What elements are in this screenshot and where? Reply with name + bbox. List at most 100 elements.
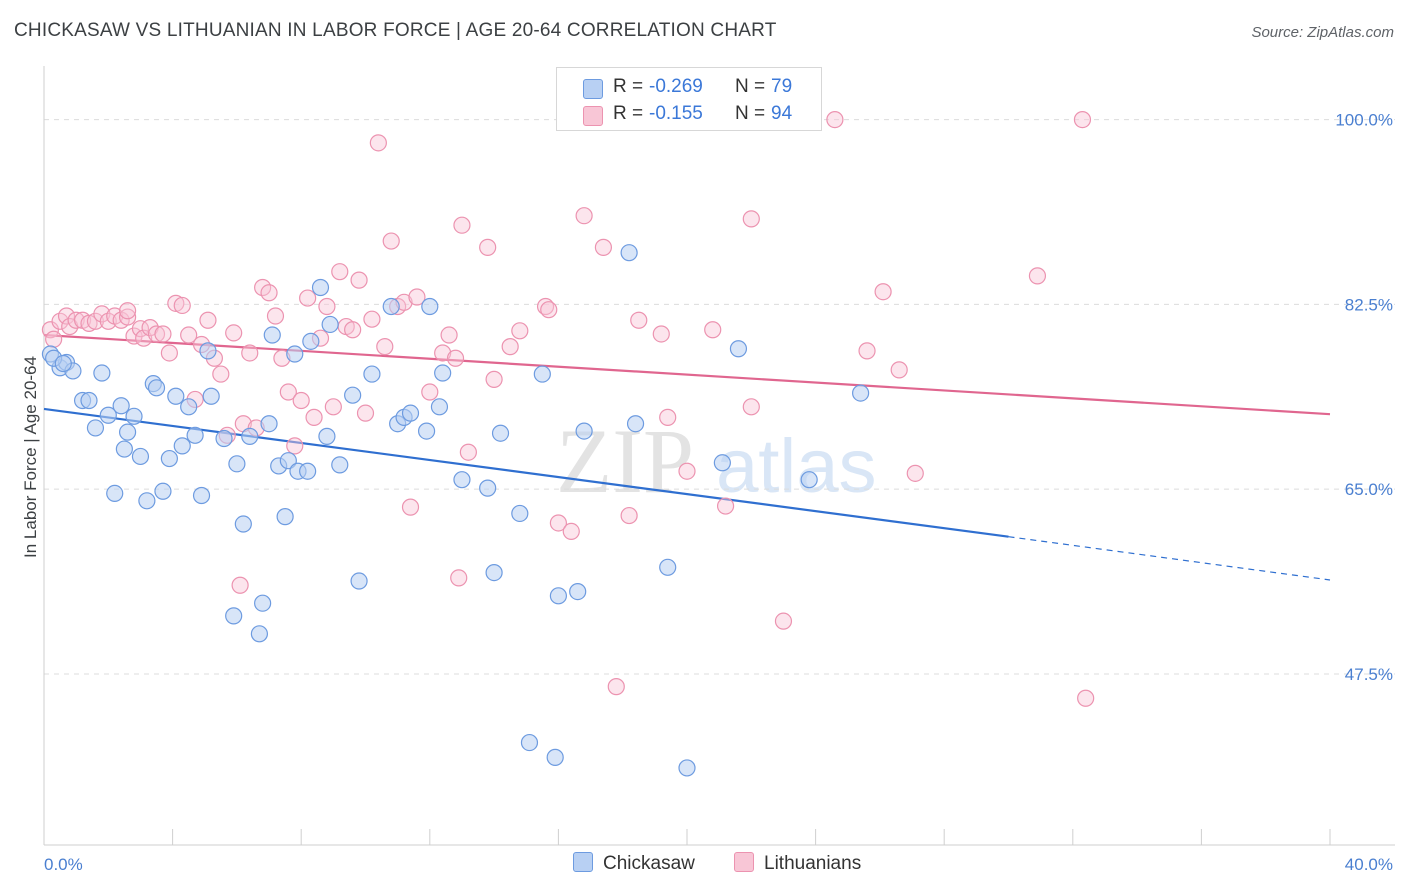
chickasaw-point [215,429,233,448]
lithuanian-point [231,576,249,594]
lithuanian-point [742,210,760,228]
bottom-legend-chickasaw: Chickasaw [573,852,695,875]
lithuanian-point [536,297,555,316]
lithuanian-point [408,288,426,306]
lithuanian-point [453,216,471,234]
lithuanian-point [299,289,317,307]
lithuanian-point [324,398,342,416]
chickasaw-point [160,449,178,468]
lithuanian-point [434,344,452,362]
chickasaw-point [479,479,497,497]
chickasaw-point [800,471,818,489]
lithuanian-point [774,612,793,630]
lithuanian-point [118,302,137,320]
lithuanian-point [135,329,153,347]
lithuanian-point [630,311,648,329]
watermark-zip: ZIP [556,410,694,512]
lithuanian-point [421,383,439,401]
chickasaw-point [331,456,349,474]
lithuanian-point [305,408,323,426]
legend-n-label: N = [735,76,766,97]
y-tick-label: 47.5% [1345,665,1393,684]
chickasaw-point [434,364,452,382]
chickasaw-point [626,415,645,433]
legend-n-value: 94 [771,103,793,124]
chickasaw-swatch [573,852,593,872]
lithuanian-point [318,297,336,316]
chickasaw-point [263,326,281,344]
chickasaw-point [115,440,133,458]
chickasaw-point [250,625,269,643]
chickasaw-point [713,454,731,472]
lithuanian-point [212,365,230,383]
chickasaw-point [852,384,870,402]
chickasaw-point [279,452,297,470]
chickasaw-point [421,297,439,316]
chickasaw-point [199,342,217,360]
chickasaw-point [234,515,252,533]
chickasaw-point [417,422,436,440]
chickasaw-point [286,345,304,363]
legend-n-label: N = [735,103,766,124]
lithuanian-point [607,678,625,696]
lithuanian-point [858,342,876,360]
y-tick-label: 100.0% [1335,111,1393,130]
lithuanian-point [241,344,259,362]
chickasaw-point [112,397,130,415]
legend-row-lithuanians: R = -0.155 N = 94 [557,100,821,128]
tick-labels: 47.5% 65.0% 82.5% 100.0% 0.0% 40.0% [44,111,1393,874]
lithuanian-point [1028,267,1047,285]
lithuanian-point [1073,111,1092,129]
bottom-legend-label: Lithuanians [764,853,862,874]
lithuanian-point [874,283,892,301]
chickasaw-point [729,340,748,358]
lithuanian-point [350,271,368,289]
lithuanian-point [401,498,420,516]
chickasaw-point [299,462,317,480]
lithuanian-point [575,207,593,225]
chickasaw-point [318,427,336,445]
lithuanian-point [118,308,137,326]
chickasaw-point [186,426,204,444]
chickasaw-point [311,278,330,297]
lithuanian-point [659,408,677,426]
chickasaw-point [453,471,471,489]
chickasaw-point [350,572,368,590]
lithuanian-point [376,338,394,356]
lithuanian-point [279,383,297,401]
chickasaw-point [225,607,243,625]
chickasaw-point [569,582,587,601]
trend-lines [43,333,1331,581]
chickasaw-point [321,315,339,334]
x-tick-label: 0.0% [44,855,83,874]
chart-title: CHICKASAW VS LITHUANIAN IN LABOR FORCE |… [14,20,777,41]
lithuanian-point [41,321,60,339]
chickasaw-point [546,748,564,766]
lithuanian-point [906,464,924,482]
watermark: ZIP atlas [556,410,877,512]
lithuanian-point [286,437,304,455]
chickasaw-point [173,437,191,455]
lithuanian-point [292,391,310,410]
chickasaw-point [54,354,72,373]
chart-source: Source: ZipAtlas.com [1251,24,1394,41]
lithuanian-point [742,398,760,416]
chickasaw-swatch [583,79,603,99]
lithuanian-point [450,569,468,587]
chickasaw-point [491,424,510,442]
lithuanian-point [363,310,381,328]
lithuanian-point [154,325,172,343]
chickasaw-trend-extension [1008,536,1331,581]
y-tick-label: 65.0% [1345,480,1393,499]
chickasaw-point [533,365,551,383]
lithuanian-point [147,325,166,343]
chickasaw-point [401,404,420,422]
chickasaw-point [118,423,137,441]
chickasaw-point [202,387,220,405]
chickasaw-point [511,504,529,523]
chickasaw-point [192,486,211,505]
lithuanian-point [479,238,497,256]
lithuanian-point [678,462,696,480]
lithuanian-point [382,232,400,250]
